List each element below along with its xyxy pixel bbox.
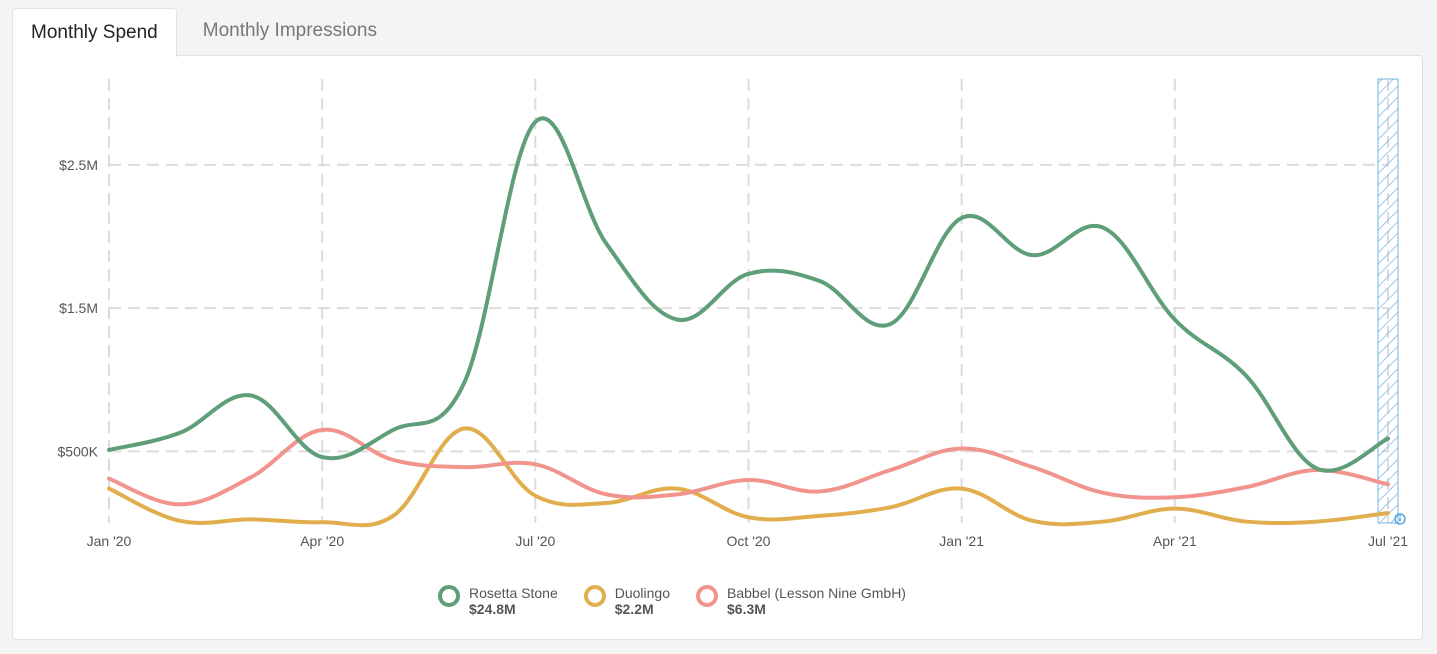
- y-tick-label: $500K: [58, 443, 99, 459]
- tab-monthly-spend[interactable]: Monthly Spend: [12, 8, 177, 57]
- legend-item-babbel[interactable]: Babbel (Lesson Nine GmbH) $6.3M: [696, 585, 906, 617]
- info-icon[interactable]: [1394, 513, 1406, 525]
- series-line-rosetta[interactable]: [107, 116, 1390, 473]
- chart-legend: Rosetta Stone $24.8M Duolingo $2.2M Babbel…: [438, 585, 906, 617]
- legend-marker-babbel: [696, 585, 718, 607]
- legend-total-babbel: $6.3M: [727, 601, 766, 617]
- x-tick-label: Apr '20: [300, 533, 344, 549]
- y-tick-label: $1.5M: [59, 300, 98, 316]
- tab-bar: Monthly Spend Monthly Impressions: [12, 8, 395, 57]
- legend-label-duolingo: Duolingo: [614, 585, 670, 601]
- x-tick-label: Jul '20: [515, 533, 555, 549]
- series-line-duolingo[interactable]: [107, 426, 1390, 528]
- x-tick-label: Jan '21: [939, 533, 984, 549]
- legend-label-babbel: Babbel (Lesson Nine GmbH): [727, 585, 906, 601]
- legend-total-rosetta-stone: $24.8M: [469, 601, 516, 617]
- x-tick-label: Jul '21: [1368, 533, 1408, 549]
- partial-month-band: [1377, 78, 1399, 524]
- spend-line-chart: $500K $1.5M $2.5M Jan '20 Apr '20 Jul '20 Oct …: [58, 78, 1408, 549]
- legend-item-rosetta-stone[interactable]: Rosetta Stone $24.8M: [438, 585, 558, 617]
- legend-item-duolingo[interactable]: Duolingo $2.2M: [583, 585, 670, 617]
- series-line-babbel[interactable]: [107, 427, 1390, 507]
- chart-panel: $500K $1.5M $2.5M Jan '20 Apr '20 Jul '20 Oct …: [12, 55, 1423, 640]
- legend-marker-duolingo: [583, 585, 606, 607]
- legend-total-duolingo: $2.2M: [614, 601, 654, 617]
- y-tick-label: $2.5M: [59, 157, 98, 173]
- x-tick-label: Oct '20: [727, 533, 771, 549]
- x-tick-label: Jan '20: [87, 533, 132, 549]
- legend-label-rosetta-stone: Rosetta Stone: [469, 585, 558, 601]
- legend-marker-rosetta-stone: [438, 585, 460, 607]
- tab-monthly-impressions[interactable]: Monthly Impressions: [202, 20, 377, 41]
- x-tick-label: Apr '21: [1153, 533, 1197, 549]
